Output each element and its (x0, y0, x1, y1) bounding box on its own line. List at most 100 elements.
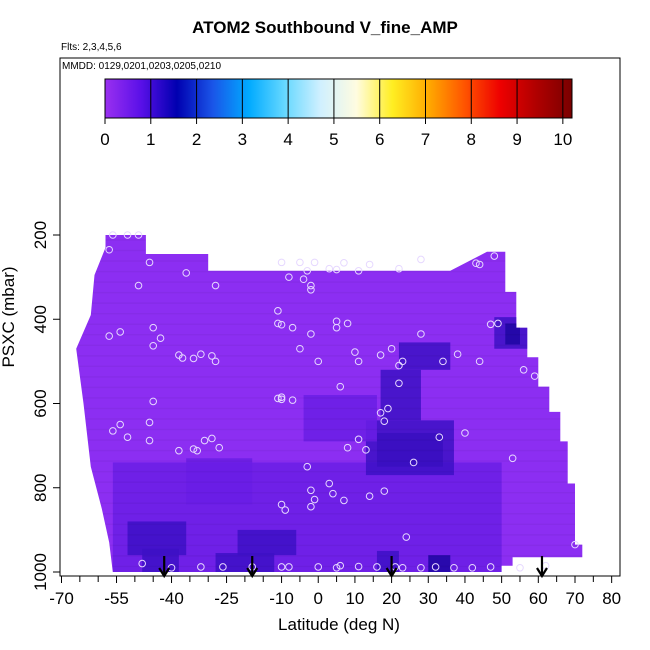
sample-point (208, 352, 216, 360)
sample-point (296, 258, 304, 267)
chart-title: ATOM2 Southbound V_fine_AMP (192, 18, 458, 37)
sample-point (380, 417, 389, 425)
heatmap-cell (365, 420, 454, 476)
sample-point (193, 446, 202, 455)
sample-point (351, 348, 359, 356)
sample-point (336, 382, 345, 391)
sample-point (200, 436, 209, 445)
sample-point (354, 562, 363, 571)
sample-point (277, 320, 286, 329)
sample-point (149, 397, 157, 406)
x-tick-label: 0 (314, 589, 323, 608)
colorbar-tick-label: 6 (375, 130, 384, 149)
heatmap-band (76, 239, 583, 241)
heatmap-cell (237, 529, 297, 556)
sample-point (310, 495, 319, 504)
heatmap-cell (376, 550, 399, 572)
heatmap-band (76, 544, 583, 547)
heatmap-band (76, 418, 583, 420)
sample-point (508, 454, 517, 463)
sample-point (288, 396, 297, 404)
sample-point (138, 559, 146, 568)
sample-point (494, 319, 502, 328)
heatmap-cell (398, 342, 451, 370)
sample-point (307, 502, 315, 511)
sample-point (303, 462, 312, 471)
sample-point (472, 259, 480, 268)
flight-arrows (158, 556, 548, 579)
colorbar-tick-label: 5 (329, 130, 338, 149)
heatmap-band (76, 386, 583, 389)
heatmap-band (76, 344, 583, 347)
sample-point (211, 281, 220, 290)
sample-point (208, 434, 216, 443)
heatmap-band (76, 481, 583, 483)
flights-note: Flts: 2,3,4,5,6 (61, 42, 122, 53)
sample-point (197, 563, 205, 571)
y-tick-label: 1000 (31, 553, 50, 591)
heatmap-band (76, 470, 583, 473)
heatmap-band (76, 249, 583, 252)
sample-point (145, 418, 154, 427)
y-tick-label: 200 (31, 221, 50, 249)
sample-point (490, 252, 499, 260)
sample-point (145, 436, 154, 445)
x-tick-label: -10 (269, 589, 294, 608)
heatmap-band (76, 281, 583, 283)
sample-point (277, 258, 286, 267)
sample-point (149, 323, 157, 332)
sample-point (109, 427, 117, 435)
sample-point (354, 267, 363, 275)
x-tick-label: 60 (529, 589, 548, 608)
sample-point (105, 332, 113, 340)
sample-point (288, 323, 297, 332)
sample-point (274, 394, 282, 403)
sample-point (277, 393, 286, 401)
sample-point (398, 563, 407, 572)
sample-point (475, 260, 484, 269)
colorbar: 0 1 2 3 4 5 6 7 8 9 10 (100, 78, 573, 149)
sample-point (402, 533, 411, 541)
x-tick-label: -25 (214, 589, 239, 608)
sample-point (395, 264, 403, 273)
sample-point (277, 500, 286, 509)
sample-point (450, 563, 458, 572)
sample-point (277, 395, 286, 404)
x-tick-label: 50 (492, 589, 511, 608)
x-tick-label: 10 (345, 589, 364, 608)
sample-point (285, 273, 293, 281)
sample-point (461, 429, 469, 437)
x-tick-label: 70 (566, 589, 585, 608)
heatmap-band (76, 565, 583, 568)
sample-point (354, 435, 363, 444)
heatmap-band (76, 260, 583, 262)
heatmap-band (76, 312, 583, 315)
sample-point (281, 506, 290, 514)
colorbar-tick-label: 4 (283, 130, 292, 149)
sample-point (340, 496, 348, 505)
flight-arrow-head (536, 567, 548, 579)
heatmap-band (76, 491, 583, 494)
colorbar-tick-label: 3 (238, 130, 247, 149)
sample-point (182, 269, 191, 277)
sample-point (486, 563, 495, 571)
sample-point (123, 231, 132, 239)
sample-point (530, 372, 539, 380)
sample-point (332, 563, 341, 572)
sample-point (354, 357, 363, 366)
colorbar-tick-label: 2 (192, 130, 201, 149)
heatmap-band (76, 355, 583, 357)
dates-note: MMDD: 0129,0201,0203,0205,0210 (62, 61, 222, 72)
sample-point (274, 307, 282, 315)
x-tick-label: -40 (159, 589, 184, 608)
y-axis-label: PSXC (mbar) (0, 266, 18, 367)
plot-frame (59, 57, 621, 577)
y-tick-label: 600 (31, 389, 50, 417)
sample-point (307, 285, 315, 294)
sample-point (303, 267, 312, 275)
sample-point (417, 255, 425, 264)
sample-point (329, 489, 337, 498)
x-tick-label: 30 (419, 589, 438, 608)
sample-point (116, 420, 124, 429)
